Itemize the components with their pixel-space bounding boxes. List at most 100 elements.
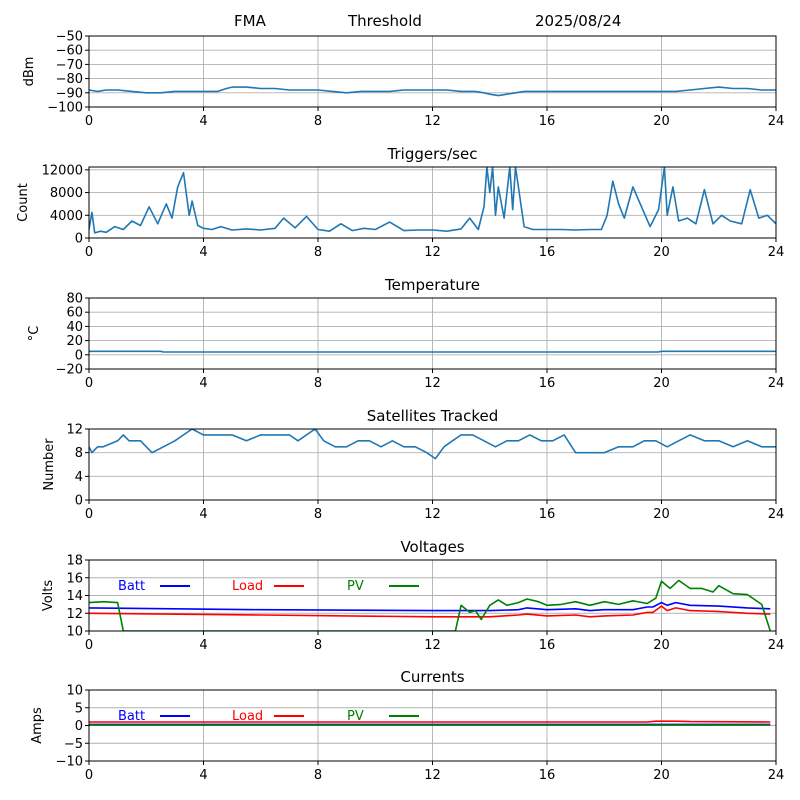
x-tick-label: 4: [199, 114, 207, 129]
y-axis-label: Count: [16, 183, 31, 222]
y-tick-label: 8: [75, 446, 83, 461]
x-tick-label: 16: [539, 114, 556, 129]
legend-label-batt: Batt: [118, 579, 145, 594]
x-tick-label: 20: [653, 376, 670, 391]
y-tick-label: 20: [66, 334, 83, 349]
x-tick-label: 8: [314, 376, 322, 391]
y-tick-label: 0: [75, 232, 83, 247]
x-tick-label: 8: [314, 245, 322, 260]
series-line-pv: [89, 579, 772, 631]
x-tick-label: 4: [199, 638, 207, 653]
x-tick-label: 20: [653, 245, 670, 260]
panel-title: Temperature: [384, 276, 480, 294]
x-tick-label: 12: [424, 245, 441, 260]
y-tick-label: 80: [66, 292, 83, 307]
x-tick-label: 8: [314, 768, 322, 783]
x-tick-label: 0: [85, 638, 93, 653]
y-tick-label: −100: [47, 101, 83, 116]
y-tick-label: 16: [66, 571, 83, 586]
y-tick-label: −50: [56, 30, 83, 45]
x-tick-label: 16: [539, 768, 556, 783]
x-tick-label: 12: [424, 638, 441, 653]
y-tick-label: −80: [56, 72, 83, 87]
y-axis-label: Amps: [30, 707, 45, 744]
x-tick-label: 8: [314, 638, 322, 653]
y-axis-label: °C: [27, 326, 42, 342]
x-tick-label: 4: [199, 768, 207, 783]
y-axis-label: dBm: [22, 57, 37, 87]
y-tick-label: 0: [75, 719, 83, 734]
x-tick-label: 24: [768, 114, 785, 129]
legend-label-pv: PV: [347, 579, 364, 594]
y-tick-label: 12: [66, 423, 83, 438]
y-tick-label: 0: [75, 494, 83, 509]
y-tick-label: 12000: [42, 163, 83, 178]
series-line-load: [89, 720, 771, 723]
x-tick-label: 0: [85, 376, 93, 391]
x-tick-label: 20: [653, 638, 670, 653]
x-tick-label: 16: [539, 245, 556, 260]
x-tick-label: 24: [768, 376, 785, 391]
mode-label: Threshold: [348, 12, 422, 30]
y-tick-label: 40: [66, 320, 83, 335]
x-tick-label: 12: [424, 376, 441, 391]
y-tick-label: 10: [66, 684, 83, 699]
y-tick-label: 14: [66, 589, 83, 604]
series-line-0: [89, 350, 776, 353]
legend-label-batt: Batt: [118, 709, 145, 724]
x-tick-label: 24: [768, 768, 785, 783]
y-tick-label: 5: [75, 701, 83, 716]
x-tick-label: 4: [199, 507, 207, 522]
x-tick-label: 12: [424, 768, 441, 783]
x-tick-label: 20: [653, 114, 670, 129]
y-tick-label: −60: [56, 44, 83, 59]
series-line-0: [89, 167, 776, 234]
y-tick-label: 12: [66, 607, 83, 622]
series-line-load: [89, 605, 771, 618]
panel-signal: 0 4 8 12 16 20 24 −100−90−80−70−60−50 dBm: [22, 30, 784, 130]
y-axis-label: Volts: [41, 580, 56, 612]
y-tick-label: 18: [66, 554, 83, 569]
x-tick-label: 12: [424, 114, 441, 129]
series-line-0: [89, 429, 776, 460]
series-line-0: [89, 86, 776, 97]
y-tick-label: 10: [66, 625, 83, 640]
series-line-batt: [89, 601, 771, 612]
panel-title: Currents: [400, 668, 464, 686]
y-tick-label: −20: [56, 363, 83, 378]
x-tick-label: 8: [314, 114, 322, 129]
x-tick-label: 4: [199, 376, 207, 391]
panel-triggers: 0 4 8 12 16 20 24 0 4000 8000 12000 Count Triggers/s…: [16, 145, 784, 260]
panel-title: Satellites Tracked: [367, 407, 498, 425]
x-tick-label: 20: [653, 507, 670, 522]
x-tick-label: 8: [314, 507, 322, 522]
y-tick-label: 4: [75, 470, 83, 485]
x-tick-label: 0: [85, 245, 93, 260]
x-tick-label: 16: [539, 507, 556, 522]
x-tick-label: 0: [85, 114, 93, 129]
legend-label-load: Load: [232, 579, 263, 594]
x-tick-label: 24: [768, 638, 785, 653]
x-tick-label: 20: [653, 768, 670, 783]
y-tick-label: −10: [56, 755, 83, 770]
panel-title: Triggers/sec: [387, 145, 478, 163]
x-tick-label: 16: [539, 638, 556, 653]
panel-satellites: 0 4 8 12 16 20 24 0 4 8 12 Number Satellites Tracked: [42, 407, 784, 522]
legend-label-pv: PV: [347, 709, 364, 724]
y-axis-label: Number: [42, 438, 57, 491]
y-tick-label: 8000: [50, 186, 83, 201]
panel-currents: 0 4 8 12 16 20 24 −10 −5 0 5 10 Amps Currents Batt Load…: [30, 668, 784, 783]
y-tick-label: 0: [75, 348, 83, 363]
date-label: 2025/08/24: [535, 12, 622, 30]
x-tick-label: 0: [85, 768, 93, 783]
x-tick-label: 24: [768, 507, 785, 522]
x-tick-label: 12: [424, 507, 441, 522]
y-tick-label: 60: [66, 306, 83, 321]
x-tick-label: 16: [539, 376, 556, 391]
panel-voltages: 0 4 8 12 16 20 24 10 12 14 16 18 Volts Voltages Batt Lo…: [41, 538, 784, 653]
x-tick-label: 4: [199, 245, 207, 260]
x-tick-label: 0: [85, 507, 93, 522]
station-label: FMA: [234, 12, 266, 30]
